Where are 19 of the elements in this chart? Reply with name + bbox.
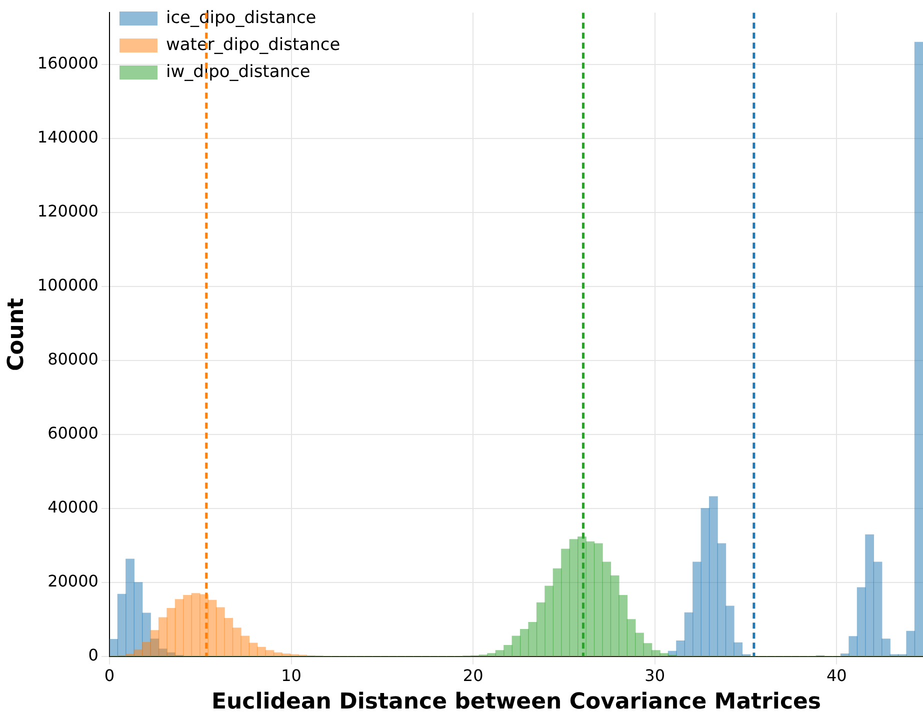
y-tick-label: 40000 <box>48 498 98 517</box>
legend-label: water_dipo_distance <box>166 34 340 55</box>
y-tick-label: 80000 <box>48 350 98 369</box>
y-tick-label: 0 <box>88 646 98 665</box>
legend-label: iw_dipo_distance <box>166 62 310 82</box>
y-tick-label: 120000 <box>37 202 98 221</box>
y-tick-label: 20000 <box>48 572 98 591</box>
x-tick-label: 30 <box>644 666 666 686</box>
x-tick-label: 0 <box>104 666 115 686</box>
y-tick-label: 100000 <box>37 276 98 295</box>
legend-label: ice_dipo_distance <box>166 8 316 28</box>
x-tick-label: 40 <box>826 666 847 686</box>
y-tick-label: 160000 <box>37 54 98 73</box>
x-axis-title: Euclidean Distance between Covariance Matrices <box>211 690 822 715</box>
x-tick-label: 10 <box>281 666 302 686</box>
y-tick-label: 60000 <box>48 424 98 443</box>
y-axis-title: Count <box>4 297 29 372</box>
x-tick-label: 20 <box>462 666 484 686</box>
y-tick-label: 140000 <box>37 128 98 147</box>
